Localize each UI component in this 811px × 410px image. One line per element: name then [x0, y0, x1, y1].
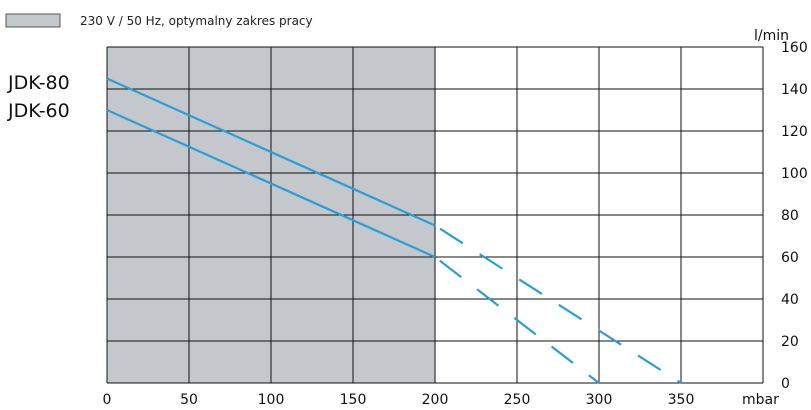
x-tick-label: 200 — [422, 392, 449, 408]
series-label-jdk-80: JDK-80 — [7, 72, 70, 94]
y-tick-label: 160 — [781, 40, 808, 56]
y-tick-label: 80 — [781, 208, 799, 224]
y-tick-label: 60 — [781, 250, 799, 266]
y-tick-label: 0 — [781, 376, 790, 392]
legend-swatch — [5, 13, 61, 28]
y-axis-unit: l/min — [754, 28, 789, 44]
x-tick-label: 150 — [340, 392, 367, 408]
y-tick-label: 140 — [781, 82, 808, 98]
x-axis-unit: mbar — [742, 392, 779, 408]
series-jdk-80-dashed — [434, 224, 682, 384]
x-tick-label: 100 — [258, 392, 285, 408]
x-tick-label: 0 — [103, 392, 112, 408]
y-tick-label: 120 — [781, 124, 808, 140]
series-jdk-80-solid — [106, 77, 436, 227]
legend-label: 230 V / 50 Hz, optymalny zakres pracy — [80, 14, 313, 28]
legend: 230 V / 50 Hz, optymalny zakres pracy — [5, 13, 313, 28]
x-tick-label: 350 — [668, 392, 695, 408]
x-tick-label: 300 — [586, 392, 613, 408]
y-tick-label: 100 — [781, 166, 808, 182]
series-jdk-60-solid — [106, 108, 436, 259]
y-tick-label: 40 — [781, 292, 799, 308]
series-jdk-60-dashed — [434, 256, 600, 384]
x-tick-label: 50 — [180, 392, 198, 408]
x-tick-label: 250 — [504, 392, 531, 408]
series-label-jdk-60: JDK-60 — [7, 100, 70, 122]
y-tick-label: 20 — [781, 334, 799, 350]
